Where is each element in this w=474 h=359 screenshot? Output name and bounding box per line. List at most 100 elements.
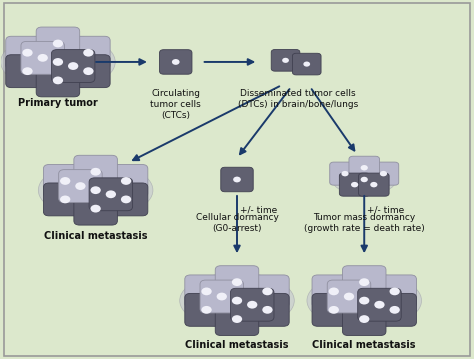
- FancyBboxPatch shape: [36, 64, 80, 97]
- Circle shape: [303, 61, 310, 67]
- FancyBboxPatch shape: [185, 275, 228, 308]
- FancyBboxPatch shape: [36, 27, 80, 60]
- FancyBboxPatch shape: [343, 266, 386, 299]
- FancyBboxPatch shape: [312, 275, 356, 308]
- FancyBboxPatch shape: [343, 284, 386, 317]
- Circle shape: [232, 297, 242, 304]
- Circle shape: [53, 58, 63, 66]
- Circle shape: [262, 288, 273, 295]
- Ellipse shape: [180, 273, 294, 328]
- Circle shape: [374, 301, 384, 309]
- Text: Clinical metastasis: Clinical metastasis: [44, 231, 147, 241]
- FancyBboxPatch shape: [215, 284, 259, 317]
- FancyBboxPatch shape: [44, 164, 87, 197]
- Text: Circulating
tumor cells
(CTCs): Circulating tumor cells (CTCs): [150, 89, 201, 120]
- Circle shape: [361, 165, 368, 171]
- FancyBboxPatch shape: [67, 55, 110, 88]
- FancyBboxPatch shape: [59, 170, 102, 202]
- Circle shape: [22, 67, 33, 75]
- FancyBboxPatch shape: [349, 156, 380, 179]
- Circle shape: [351, 182, 358, 187]
- Circle shape: [53, 39, 63, 47]
- FancyBboxPatch shape: [215, 266, 259, 299]
- Circle shape: [233, 177, 241, 182]
- FancyBboxPatch shape: [373, 293, 417, 326]
- FancyBboxPatch shape: [104, 164, 148, 197]
- Circle shape: [121, 177, 131, 185]
- Circle shape: [390, 288, 400, 295]
- Text: Clinical metastasis: Clinical metastasis: [312, 340, 416, 350]
- Circle shape: [121, 196, 131, 203]
- FancyBboxPatch shape: [74, 155, 118, 188]
- FancyBboxPatch shape: [373, 275, 417, 308]
- FancyBboxPatch shape: [160, 50, 192, 74]
- Circle shape: [359, 278, 369, 286]
- Circle shape: [341, 171, 348, 176]
- FancyBboxPatch shape: [271, 50, 300, 71]
- Circle shape: [60, 177, 70, 185]
- Circle shape: [217, 293, 227, 300]
- Circle shape: [91, 186, 101, 194]
- FancyBboxPatch shape: [104, 183, 148, 216]
- FancyBboxPatch shape: [89, 178, 133, 211]
- Circle shape: [390, 306, 400, 314]
- Circle shape: [91, 168, 101, 176]
- Circle shape: [380, 171, 387, 176]
- Circle shape: [201, 306, 212, 314]
- Circle shape: [359, 297, 369, 304]
- Circle shape: [282, 58, 289, 63]
- Circle shape: [201, 288, 212, 295]
- Ellipse shape: [0, 34, 115, 90]
- Circle shape: [83, 49, 93, 57]
- FancyBboxPatch shape: [358, 288, 401, 321]
- Circle shape: [83, 67, 93, 75]
- FancyBboxPatch shape: [21, 41, 64, 74]
- FancyBboxPatch shape: [215, 303, 259, 336]
- Circle shape: [53, 76, 63, 84]
- FancyBboxPatch shape: [221, 167, 253, 192]
- FancyBboxPatch shape: [246, 293, 289, 326]
- FancyBboxPatch shape: [339, 173, 370, 196]
- Circle shape: [344, 293, 354, 300]
- FancyBboxPatch shape: [200, 280, 244, 313]
- Text: Disseminated tumor cells
(DTCs) in brain/bone/lungs: Disseminated tumor cells (DTCs) in brain…: [238, 89, 358, 109]
- Circle shape: [172, 59, 180, 65]
- Circle shape: [370, 182, 377, 187]
- FancyBboxPatch shape: [36, 46, 80, 78]
- Circle shape: [328, 306, 339, 314]
- Text: +/- time: +/- time: [367, 206, 404, 215]
- FancyBboxPatch shape: [74, 192, 118, 225]
- Text: +/- time: +/- time: [239, 206, 277, 215]
- Circle shape: [22, 49, 33, 57]
- Circle shape: [359, 315, 369, 323]
- Circle shape: [37, 54, 48, 62]
- FancyBboxPatch shape: [368, 162, 399, 185]
- FancyBboxPatch shape: [343, 303, 386, 336]
- Text: Cellular dormancy
(G0-arrest): Cellular dormancy (G0-arrest): [196, 213, 278, 233]
- FancyBboxPatch shape: [74, 174, 118, 207]
- FancyBboxPatch shape: [51, 50, 95, 83]
- FancyBboxPatch shape: [230, 288, 274, 321]
- Circle shape: [262, 306, 273, 314]
- FancyBboxPatch shape: [185, 293, 228, 326]
- Circle shape: [91, 205, 101, 213]
- FancyBboxPatch shape: [349, 168, 380, 191]
- FancyBboxPatch shape: [44, 183, 87, 216]
- FancyBboxPatch shape: [4, 3, 470, 356]
- Ellipse shape: [38, 162, 153, 218]
- FancyBboxPatch shape: [358, 173, 389, 196]
- FancyBboxPatch shape: [330, 162, 360, 185]
- Ellipse shape: [332, 164, 396, 195]
- Circle shape: [232, 278, 242, 286]
- FancyBboxPatch shape: [6, 55, 49, 88]
- FancyBboxPatch shape: [312, 293, 356, 326]
- Circle shape: [75, 182, 86, 190]
- Circle shape: [106, 190, 116, 198]
- FancyBboxPatch shape: [292, 53, 321, 75]
- Circle shape: [68, 62, 78, 70]
- FancyBboxPatch shape: [6, 36, 49, 69]
- Circle shape: [247, 301, 257, 309]
- Text: Clinical metastasis: Clinical metastasis: [185, 340, 289, 350]
- Text: Tumor mass dormancy
(growth rate = death rate): Tumor mass dormancy (growth rate = death…: [304, 213, 425, 233]
- Text: Primary tumor: Primary tumor: [18, 98, 98, 108]
